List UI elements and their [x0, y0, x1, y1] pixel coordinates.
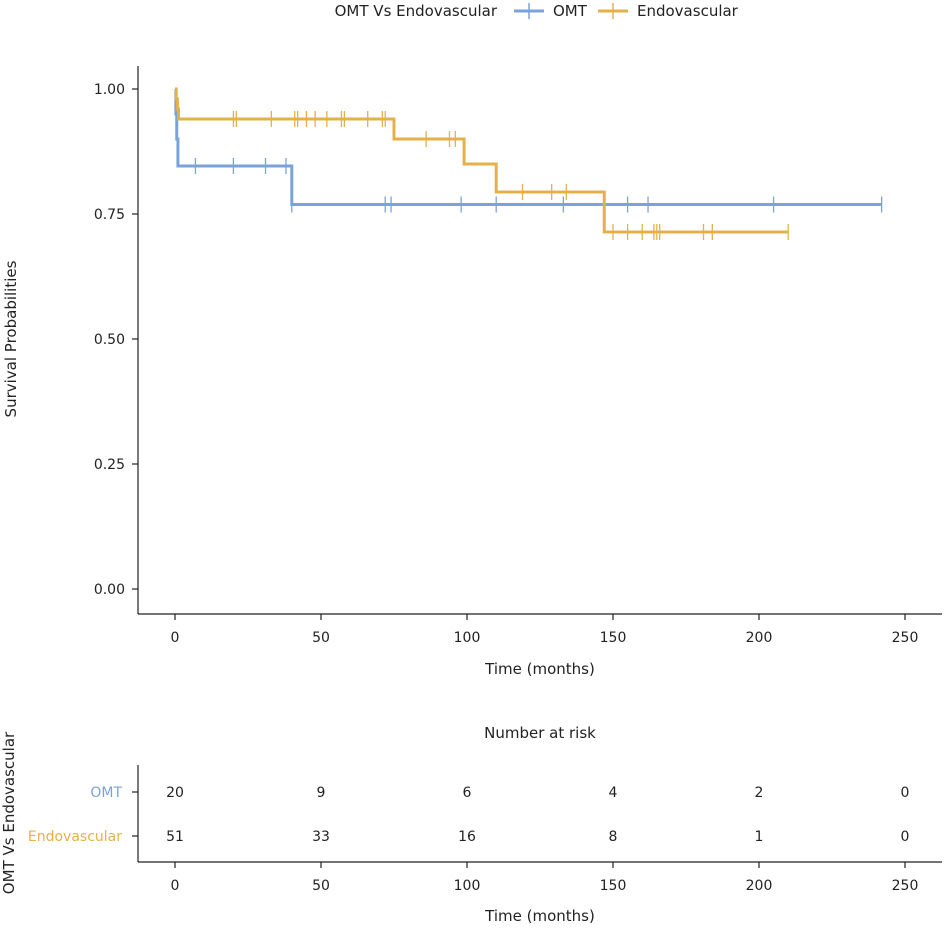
risk-x-tick-label: 0: [171, 878, 180, 894]
x-tick-label: 50: [312, 630, 330, 646]
risk-value-omt: 0: [901, 785, 910, 801]
y-axis-ticks: 0.00 0.25 0.50 0.75 1.00: [94, 82, 138, 598]
risk-value-endovascular: 33: [312, 829, 330, 845]
risk-value-endovascular: 51: [166, 829, 184, 845]
risk-value-omt: 2: [755, 785, 764, 801]
survival-curves: [174, 87, 883, 240]
y-tick-label: 0.00: [94, 582, 125, 598]
risk-value-endovascular: 1: [755, 829, 764, 845]
risk-table-title: Number at risk: [484, 724, 596, 742]
risk-row-label-omt: OMT: [90, 785, 122, 801]
y-tick-label: 0.75: [94, 207, 125, 223]
survival-curve-omt: [174, 87, 882, 206]
survival-curve-endovascular: [174, 87, 789, 234]
risk-x-tick-label: 150: [600, 878, 627, 894]
x-axis-ticks: 0 50 100 150 200 250: [171, 614, 919, 646]
y-tick-label: 0.50: [94, 332, 125, 348]
risk-value-omt: 9: [317, 785, 326, 801]
risk-value-endovascular: 8: [609, 829, 618, 845]
legend: OMT Vs Endovascular OMT Endovascular: [335, 2, 739, 20]
legend-omt-label: OMT: [553, 2, 588, 20]
risk-table: Number at risk OMT Vs Endovascular Time …: [0, 724, 942, 925]
risk-value-endovascular: 0: [901, 829, 910, 845]
x-tick-label: 250: [892, 630, 919, 646]
main-plot: 0.00 0.25 0.50 0.75 1.00 0 50 100 150 200 250 Tim…: [2, 66, 942, 678]
risk-value-omt: 6: [463, 785, 472, 801]
x-tick-label: 200: [746, 630, 773, 646]
x-tick-label: 0: [171, 630, 180, 646]
risk-x-axis-title: Time (months): [484, 907, 595, 925]
x-tick-label: 100: [454, 630, 481, 646]
y-axis-title: Survival Probabilities: [2, 260, 20, 417]
risk-x-tick-label: 100: [454, 878, 481, 894]
risk-value-endovascular: 16: [458, 829, 476, 845]
x-tick-label: 150: [600, 630, 627, 646]
risk-x-tick-label: 250: [892, 878, 919, 894]
risk-x-tick-label: 50: [312, 878, 330, 894]
risk-row-label-endovascular: Endovascular: [28, 829, 122, 845]
risk-x-tick-label: 200: [746, 878, 773, 894]
legend-title: OMT Vs Endovascular: [335, 2, 498, 20]
risk-value-omt: 4: [609, 785, 618, 801]
legend-endovascular-label: Endovascular: [637, 2, 739, 20]
risk-y-axis-title: OMT Vs Endovascular: [0, 731, 18, 894]
y-tick-label: 0.25: [94, 457, 125, 473]
risk-value-omt: 20: [166, 785, 184, 801]
x-axis-title: Time (months): [484, 660, 595, 678]
y-tick-label: 1.00: [94, 82, 125, 98]
